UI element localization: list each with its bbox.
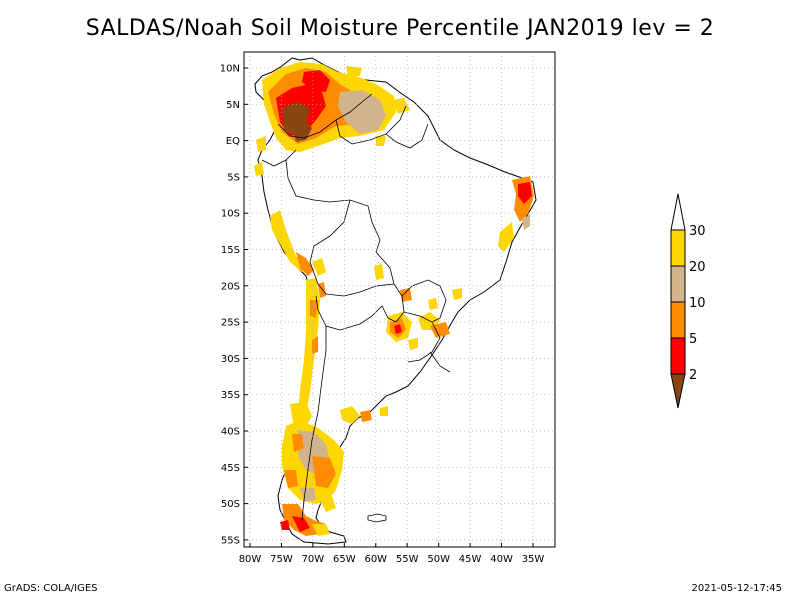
lon-tick-label: 70W xyxy=(302,554,325,565)
lat-tick-label: 20S xyxy=(221,281,240,292)
lon-tick-label: 75W xyxy=(270,554,293,565)
footer-timestamp: 2021-05-12-17:45 xyxy=(691,583,782,594)
colorbar-box xyxy=(670,301,686,339)
lon-tick-label: 35W xyxy=(522,554,545,565)
colorbar-box xyxy=(670,265,686,303)
latitude-axis: 10N 5N EQ 5S 10S 15S 20S 25S 30S 35S 40S 45S 50S 55S xyxy=(220,64,248,546)
lat-tick-label: 40S xyxy=(221,427,240,438)
lat-tick-label: 5S xyxy=(227,172,240,183)
lat-tick-label: EQ xyxy=(226,136,240,147)
longitude-axis: 80W 75W 70W 65W 60W 55W 50W 45W 40W 35W xyxy=(239,543,545,565)
lat-tick-label: 15S xyxy=(221,245,240,256)
lon-tick-label: 55W xyxy=(396,554,419,565)
colorbar-box xyxy=(670,229,686,267)
lon-tick-label: 50W xyxy=(427,554,450,565)
colorbar-label: 10 xyxy=(689,296,706,311)
lat-tick-label: 10S xyxy=(221,209,240,220)
lat-tick-label: 35S xyxy=(221,390,240,401)
lat-tick-label: 10N xyxy=(220,64,240,75)
map-frame xyxy=(243,51,556,548)
lat-tick-label: 30S xyxy=(221,354,240,365)
colorbar-label: 5 xyxy=(689,332,697,347)
colorbar-box xyxy=(670,337,686,375)
colorbar-top-triangle xyxy=(670,193,686,231)
page-title: SALDAS/Noah Soil Moisture Percentile JAN… xyxy=(85,16,715,41)
lat-tick-label: 50S xyxy=(221,499,240,510)
lon-tick-label: 65W xyxy=(333,554,356,565)
lat-tick-label: 25S xyxy=(221,318,240,329)
colorbar: 30 20 10 5 2 xyxy=(670,193,706,409)
country-borders xyxy=(261,93,451,521)
colorbar-label: 30 xyxy=(689,224,706,239)
lon-tick-label: 45W xyxy=(459,554,482,565)
lon-tick-label: 60W xyxy=(364,554,387,565)
colorbar-label: 2 xyxy=(689,368,697,383)
lon-tick-label: 80W xyxy=(239,554,262,565)
footer-credit: GrADS: COLA/IGES xyxy=(4,583,98,594)
lat-tick-label: 45S xyxy=(221,463,240,474)
colorbar-bottom-triangle xyxy=(670,373,686,409)
land-outline xyxy=(254,57,537,545)
lon-tick-label: 40W xyxy=(490,554,513,565)
colorbar-label: 20 xyxy=(689,260,706,275)
lat-lon-grid xyxy=(244,52,555,547)
lat-tick-label: 5N xyxy=(226,100,240,111)
lat-tick-label: 55S xyxy=(221,535,240,546)
percentile-shading xyxy=(254,62,534,536)
